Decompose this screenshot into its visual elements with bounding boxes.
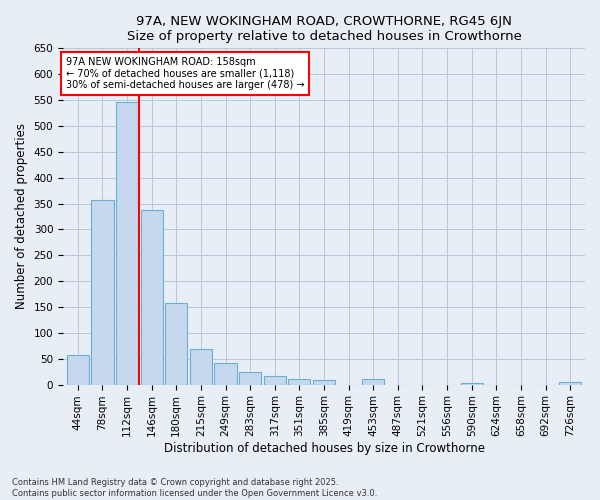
Bar: [362, 380, 385, 384]
Text: 97A NEW WOKINGHAM ROAD: 158sqm
← 70% of detached houses are smaller (1,118)
30% : 97A NEW WOKINGHAM ROAD: 158sqm ← 70% of …: [65, 56, 304, 90]
Bar: [67, 354, 89, 384]
Bar: [239, 372, 261, 384]
Bar: [214, 363, 236, 384]
Bar: [116, 102, 138, 385]
Bar: [559, 382, 581, 384]
Bar: [461, 382, 483, 384]
Bar: [165, 304, 187, 384]
Bar: [190, 350, 212, 384]
Bar: [263, 376, 286, 384]
Bar: [289, 380, 310, 384]
Text: Contains HM Land Registry data © Crown copyright and database right 2025.
Contai: Contains HM Land Registry data © Crown c…: [12, 478, 377, 498]
Y-axis label: Number of detached properties: Number of detached properties: [15, 124, 28, 310]
Bar: [91, 200, 113, 384]
Bar: [313, 380, 335, 384]
Title: 97A, NEW WOKINGHAM ROAD, CROWTHORNE, RG45 6JN
Size of property relative to detac: 97A, NEW WOKINGHAM ROAD, CROWTHORNE, RG4…: [127, 15, 521, 43]
X-axis label: Distribution of detached houses by size in Crowthorne: Distribution of detached houses by size …: [164, 442, 485, 455]
Bar: [140, 210, 163, 384]
